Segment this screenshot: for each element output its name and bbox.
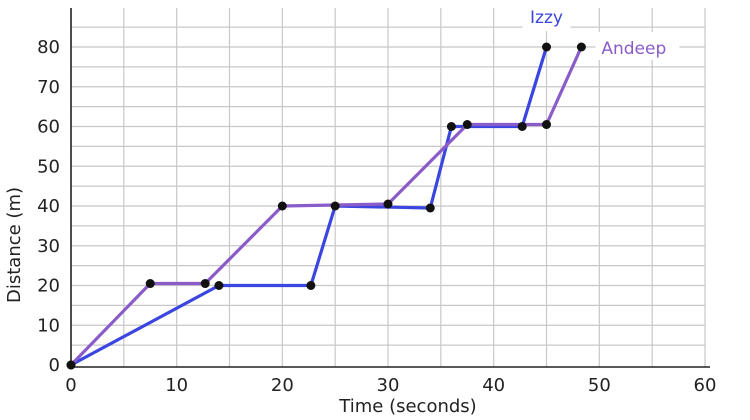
y-tick-label: 20: [37, 276, 60, 297]
x-tick-label: 0: [65, 375, 76, 396]
series-label-andeep: Andeep: [601, 39, 666, 59]
y-tick-label: 0: [49, 355, 60, 376]
data-point-izzy: [306, 281, 316, 290]
x-tick-labels: 0 10 20 30 40 50 60: [65, 375, 716, 396]
x-tick-label: 20: [271, 375, 294, 396]
data-point-andeep: [576, 42, 586, 52]
x-tick-label: 30: [377, 375, 400, 396]
series-label-izzy: Izzy: [530, 8, 563, 28]
data-point-andeep: [462, 120, 472, 130]
data-point-andeep: [383, 199, 393, 209]
y-tick-label: 60: [37, 117, 60, 138]
label-background-izzy: [522, 5, 571, 31]
x-tick-label: 10: [165, 375, 188, 396]
data-point-andeep: [66, 360, 76, 370]
data-point-andeep: [145, 279, 155, 289]
x-tick-label: 60: [694, 375, 717, 396]
y-tick-labels: 0 10 20 30 40 50 60 70 80: [37, 37, 60, 376]
y-axis-title: Distance (m): [4, 187, 25, 303]
series-line-izzy: [69, 45, 549, 367]
data-point-izzy: [330, 201, 340, 211]
y-tick-label: 30: [37, 236, 60, 257]
grid: [71, 8, 706, 367]
y-tick-label: 70: [37, 77, 60, 98]
axes: [70, 8, 710, 368]
data-point-izzy: [446, 122, 456, 131]
data-point-izzy: [425, 203, 435, 213]
data-point-izzy: [214, 281, 224, 290]
label-background-andeep: [595, 32, 680, 60]
data-point-izzy: [517, 122, 527, 131]
x-tick-label: 50: [588, 375, 611, 396]
x-axis-title: Time (seconds): [338, 396, 476, 417]
y-tick-label: 10: [37, 315, 60, 336]
y-tick-label: 40: [37, 196, 60, 217]
data-point-andeep: [277, 201, 287, 211]
series-labels: Izzy Andeep: [522, 5, 680, 60]
y-tick-label: 50: [37, 156, 60, 177]
data-point-andeep: [200, 279, 210, 289]
x-tick-label: 40: [482, 375, 505, 396]
series-group: [66, 42, 586, 370]
data-point-andeep: [542, 120, 551, 130]
y-tick-label: 80: [37, 37, 60, 58]
data-point-izzy: [542, 42, 551, 52]
